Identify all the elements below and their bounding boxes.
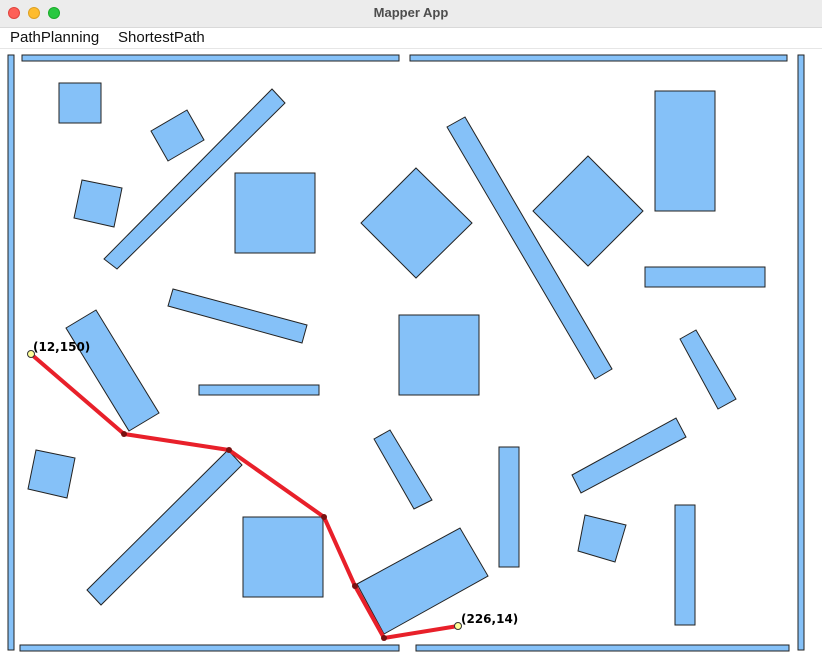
zoom-window-button[interactable] bbox=[48, 7, 60, 19]
goal-label: (226,14) bbox=[461, 612, 518, 626]
obstacle bbox=[679, 329, 737, 410]
obstacle bbox=[644, 266, 766, 288]
wall-right bbox=[797, 54, 805, 651]
path-waypoint bbox=[381, 635, 387, 641]
obstacle bbox=[167, 288, 308, 344]
obstacle bbox=[398, 314, 480, 396]
obstacle bbox=[571, 417, 687, 494]
obstacle bbox=[242, 516, 324, 598]
obstacle bbox=[73, 179, 123, 228]
obstacle bbox=[446, 116, 613, 380]
wall-top-left bbox=[21, 54, 400, 62]
close-window-button[interactable] bbox=[8, 7, 20, 19]
path-waypoint bbox=[121, 431, 127, 437]
wall-bottom-right bbox=[415, 644, 790, 652]
wall-bottom-left bbox=[19, 644, 400, 652]
menu-shortestpath[interactable]: ShortestPath bbox=[118, 29, 205, 46]
obstacle bbox=[360, 167, 473, 279]
obstacle bbox=[674, 504, 696, 626]
window-title: Mapper App bbox=[373, 5, 449, 20]
goal-point[interactable] bbox=[454, 622, 462, 630]
obstacle bbox=[58, 82, 102, 124]
menu-pathplanning[interactable]: PathPlanning bbox=[10, 29, 100, 46]
menu-bar: PathPlanning ShortestPath bbox=[0, 28, 822, 49]
obstacle bbox=[103, 88, 286, 270]
obstacle bbox=[373, 429, 433, 510]
obstacle bbox=[150, 109, 205, 162]
obstacle bbox=[577, 514, 627, 563]
title-bar: Mapper App bbox=[0, 0, 822, 28]
obstacles bbox=[27, 82, 766, 635]
obstacle bbox=[356, 527, 489, 635]
path-waypoint bbox=[226, 447, 232, 453]
path-waypoint bbox=[352, 583, 358, 589]
obstacle bbox=[654, 90, 716, 212]
obstacle bbox=[532, 155, 644, 267]
obstacle bbox=[198, 384, 320, 396]
obstacle bbox=[65, 309, 160, 432]
boundary-walls bbox=[7, 54, 805, 652]
minimize-window-button[interactable] bbox=[28, 7, 40, 19]
shortest-path: (12,150) (226,14) bbox=[27, 340, 518, 641]
obstacle bbox=[86, 449, 243, 606]
wall-left bbox=[7, 54, 15, 651]
obstacle bbox=[234, 172, 316, 254]
obstacle bbox=[498, 446, 520, 568]
wall-top-right bbox=[409, 54, 788, 62]
start-label: (12,150) bbox=[33, 340, 90, 354]
path-waypoint bbox=[321, 514, 327, 520]
start-point[interactable] bbox=[27, 350, 35, 358]
obstacle bbox=[27, 449, 76, 499]
